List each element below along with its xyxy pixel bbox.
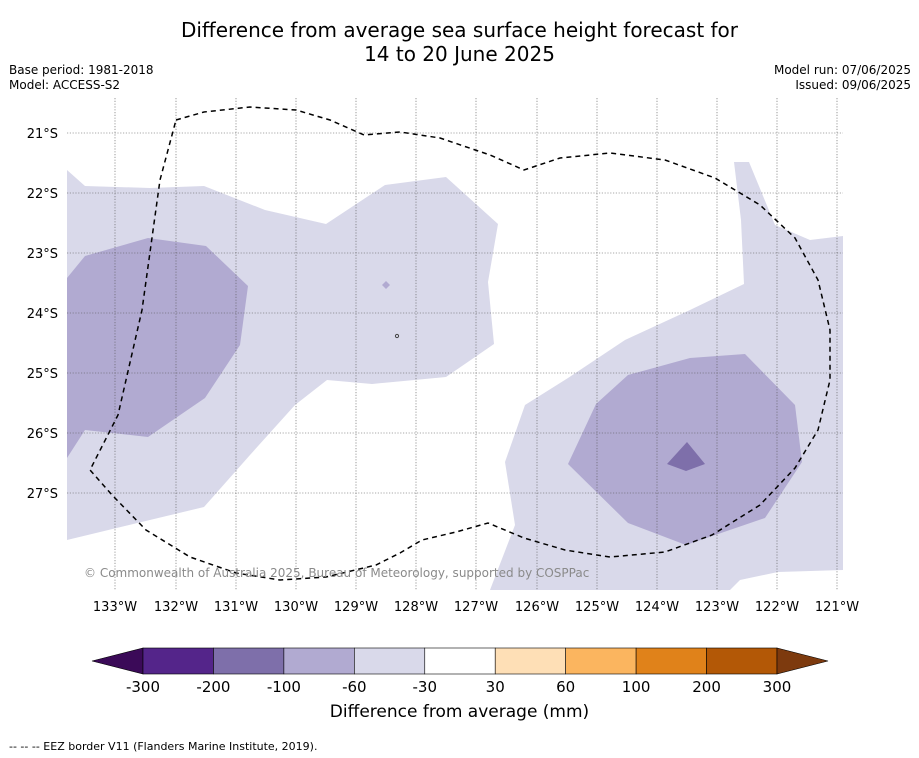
colorbar-tick-label: 200 — [692, 678, 721, 696]
colorbar-cell — [565, 647, 637, 675]
graticule — [67, 98, 843, 590]
lon-label: 122°W — [755, 600, 799, 615]
eez-legend-footer: -- -- -- EEZ border V11 (Flanders Marine… — [9, 740, 318, 753]
contour-mid-west — [67, 238, 248, 458]
colorbar-tick-label: 30 — [486, 678, 505, 696]
lat-labels: 21°S 22°S 23°S 24°S 25°S 26°S 27°S — [27, 127, 58, 502]
lon-label: 124°W — [635, 600, 679, 615]
lat-label: 22°S — [27, 187, 58, 202]
colorbar-cell — [706, 647, 778, 675]
lat-label: 27°S — [27, 487, 58, 502]
contour-speck — [382, 281, 390, 289]
colorbar-tick-label: -30 — [413, 678, 438, 696]
colorbar-cell — [424, 647, 496, 675]
colorbar-tick-label: -60 — [342, 678, 367, 696]
colorbar-tick-label: -300 — [126, 678, 160, 696]
colorbar-extend-high — [776, 647, 829, 675]
colorbar-tick-label: 300 — [763, 678, 792, 696]
lon-label: 133°W — [93, 600, 137, 615]
lon-label: 128°W — [394, 600, 438, 615]
issued-text: Issued: 09/06/2025 — [795, 78, 911, 92]
title-line-2: 14 to 20 June 2025 — [364, 42, 555, 66]
lon-label: 131°W — [214, 600, 258, 615]
lon-labels: 133°W 132°W 131°W 130°W 129°W 128°W 127°… — [93, 600, 859, 615]
lon-label: 130°W — [274, 600, 318, 615]
model-text: Model: ACCESS-S2 — [9, 78, 121, 92]
colorbar-cell — [142, 647, 214, 675]
colorbar-cell — [635, 647, 707, 675]
lon-label: 123°W — [695, 600, 739, 615]
copyright-text: © Commonwealth of Australia 2025, Bureau… — [84, 566, 589, 580]
colorbar-cells — [91, 647, 829, 675]
lon-label: 132°W — [154, 600, 198, 615]
lat-label: 26°S — [27, 427, 58, 442]
colorbar-cell — [354, 647, 426, 675]
lon-label: 125°W — [575, 600, 619, 615]
contour-dark-core — [667, 442, 705, 471]
lat-label: 21°S — [27, 127, 58, 142]
meta-right: Model run: 07/06/2025 Issued: 09/06/2025 — [774, 63, 911, 93]
colorbar-tick-labels: -300 -200 -100 -60 -30 30 60 100 200 300 — [126, 678, 791, 696]
colorbar-cell — [213, 647, 285, 675]
colorbar-cell — [494, 647, 566, 675]
base-period-text: Base period: 1981-2018 — [9, 63, 154, 77]
colorbar-tick-label: 60 — [556, 678, 575, 696]
colorbar-title: Difference from average (mm) — [329, 702, 590, 722]
colorbar-tick-label: 100 — [622, 678, 651, 696]
lat-label: 24°S — [27, 307, 58, 322]
chart-title: Difference from average sea surface heig… — [0, 18, 919, 66]
lat-label: 23°S — [27, 247, 58, 262]
colorbar-extend-low — [91, 647, 144, 675]
lat-label: 25°S — [27, 367, 58, 382]
model-run-text: Model run: 07/06/2025 — [773, 63, 911, 77]
lon-label: 127°W — [454, 600, 498, 615]
anomaly-contours — [67, 162, 843, 590]
map-panel: 21°S 22°S 23°S 24°S 25°S 26°S 27°S 133°W… — [27, 98, 859, 615]
colorbar-cell — [283, 647, 355, 675]
eez-border — [89, 106, 831, 581]
colorbar-tick-label: -200 — [196, 678, 230, 696]
lon-label: 129°W — [334, 600, 378, 615]
lon-label: 121°W — [815, 600, 859, 615]
lon-label: 126°W — [515, 600, 559, 615]
title-line-1: Difference from average sea surface heig… — [180, 18, 739, 42]
meta-left: Base period: 1981-2018 Model: ACCESS-S2 — [9, 63, 154, 93]
contour-dot-1 — [394, 333, 400, 339]
colorbar-tick-label: -100 — [267, 678, 301, 696]
